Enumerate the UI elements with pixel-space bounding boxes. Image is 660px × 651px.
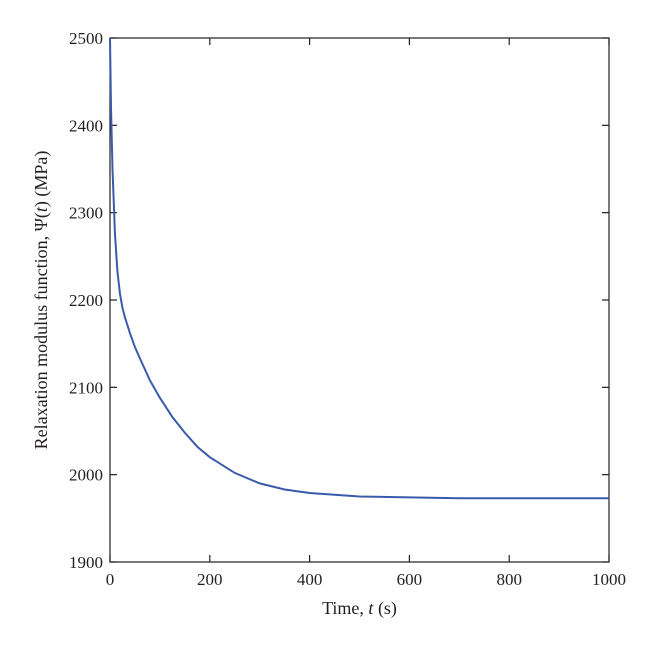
x-tick-label: 800 xyxy=(496,570,522,589)
y-tick-label: 2300 xyxy=(69,204,103,223)
series-line xyxy=(109,37,609,500)
plot-frame xyxy=(109,37,610,563)
y-tick-label: 1900 xyxy=(69,553,103,572)
y-tick-label: 2500 xyxy=(69,29,103,48)
x-tick-label: 1000 xyxy=(592,570,626,589)
y-axis-ticks: 1900 2000 2100 2200 2300 2400 2500 xyxy=(69,29,609,572)
y-axis-label: Relaxation modulus function, Ψ(t) (MPa) xyxy=(31,151,52,450)
x-axis-ticks: 0 200 400 600 800 1000 xyxy=(106,38,626,589)
x-tick-label: 400 xyxy=(297,570,323,589)
y-tick-label: 2000 xyxy=(69,466,103,485)
x-tick-label: 0 xyxy=(106,570,115,589)
y-tick-label: 2100 xyxy=(69,378,103,397)
y-tick-label: 2400 xyxy=(69,116,103,135)
x-axis-label: Time, t (s) xyxy=(322,598,397,619)
x-tick-label: 600 xyxy=(397,570,423,589)
x-tick-label: 200 xyxy=(197,570,223,589)
y-tick-label: 2200 xyxy=(69,291,103,310)
